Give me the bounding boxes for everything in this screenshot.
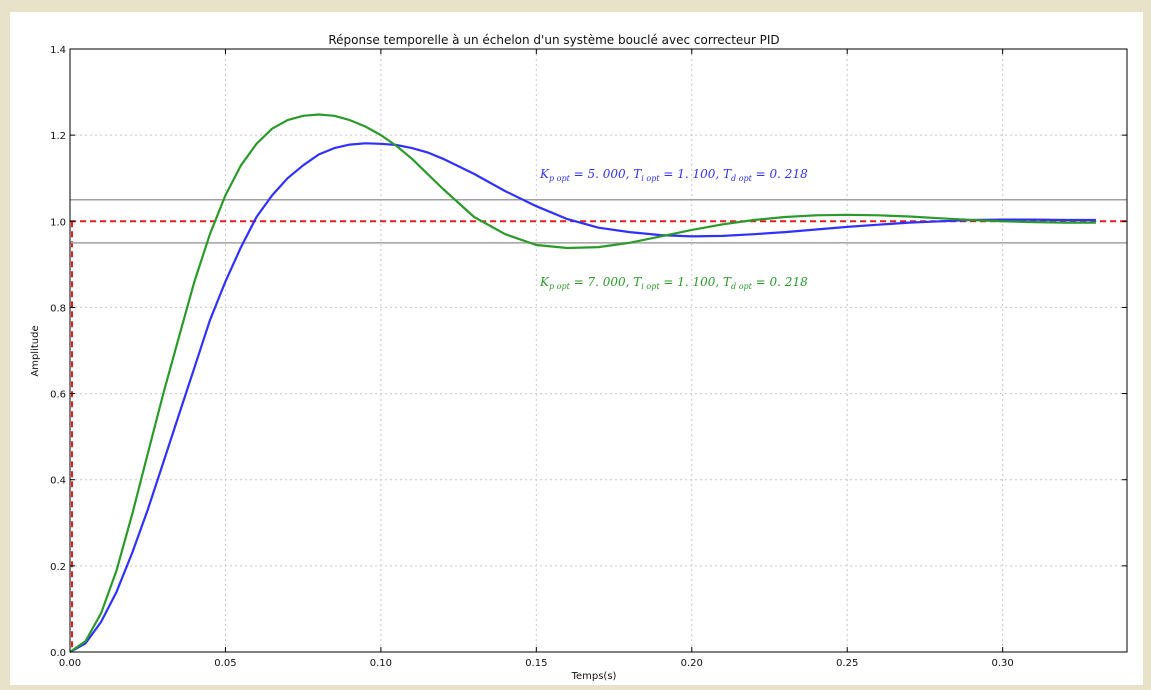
annotation-blue: Kp opt = 5. 000, Ti opt = 1. 100, Td opt… (539, 167, 808, 183)
x-tick-label: 0.05 (214, 658, 236, 669)
y-tick-label: 0.0 (50, 648, 66, 659)
series-layer (69, 113, 1096, 653)
grid (69, 48, 1127, 653)
x-tick-label: 0.25 (836, 658, 858, 669)
x-tick-label: 0.30 (992, 658, 1014, 669)
x-axis-title: Temps(s) (571, 671, 617, 682)
series-line-2 (69, 113, 1096, 653)
x-tick-label: 0.15 (525, 658, 547, 669)
annotation-green: Kp opt = 7. 000, Ti opt = 1. 100, Td opt… (539, 275, 808, 291)
reference-lines (70, 199, 1127, 652)
x-tick-label: 0.10 (370, 658, 392, 669)
axis-ticks: 0.00 0.05 0.10 0.15 0.20 0.25 0.30 0.0 0.2 0.4 0.6… (50, 45, 1127, 669)
plot-frame (69, 48, 1128, 653)
x-tick-label: 0.00 (59, 658, 81, 669)
y-tick-label: 0.8 (50, 303, 66, 314)
step-response-chart: Réponse temporelle à un échelon d'un sys… (30, 33, 1128, 682)
y-axis-title: Amplitude (30, 325, 41, 376)
chart-title: Réponse temporelle à un échelon d'un sys… (328, 33, 779, 47)
y-tick-label: 1.4 (50, 45, 66, 56)
series-line-1 (69, 142, 1096, 653)
y-tick-label: 1.2 (50, 131, 66, 142)
y-tick-label: 1.0 (50, 217, 66, 228)
y-tick-label: 0.6 (50, 390, 66, 401)
plot-figure: Réponse temporelle à un échelon d'un sys… (10, 12, 1143, 685)
x-tick-label: 0.20 (681, 658, 703, 669)
y-tick-label: 0.4 (50, 476, 66, 487)
y-tick-label: 0.2 (50, 562, 66, 573)
